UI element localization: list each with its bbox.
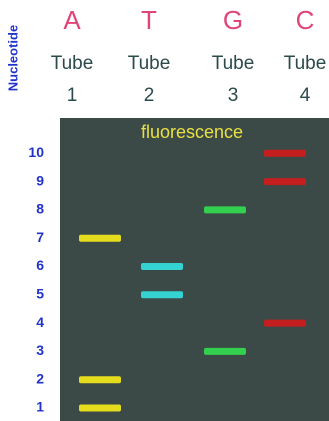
tube-number: 3 xyxy=(228,85,239,106)
row-label: 10 xyxy=(28,144,44,160)
base-letter: A xyxy=(63,5,81,35)
band xyxy=(204,206,246,213)
row-label: 1 xyxy=(36,399,44,415)
tube-number: 4 xyxy=(300,85,311,106)
band xyxy=(204,348,246,355)
band xyxy=(79,405,121,412)
axis-label: Nucleotide xyxy=(5,25,20,91)
row-label: 7 xyxy=(36,229,44,245)
tube-number: 1 xyxy=(67,85,78,106)
row-label: 2 xyxy=(36,370,44,386)
tube-label: Tube xyxy=(51,53,94,74)
gel xyxy=(60,118,329,421)
base-letter: T xyxy=(141,5,157,35)
band xyxy=(264,178,306,185)
tube-number: 2 xyxy=(144,85,155,106)
band xyxy=(141,263,183,270)
row-label: 8 xyxy=(36,201,44,217)
band xyxy=(264,320,306,327)
row-label: 9 xyxy=(36,172,44,188)
row-label: 5 xyxy=(36,286,44,302)
band xyxy=(79,235,121,242)
tube-label: Tube xyxy=(212,53,255,74)
tube-label: Tube xyxy=(128,53,171,74)
row-label: 4 xyxy=(36,314,44,330)
row-label: 3 xyxy=(36,342,44,358)
band xyxy=(264,150,306,157)
tube-label: Tube xyxy=(284,53,327,74)
band xyxy=(79,376,121,383)
diagram: Nucleotide fluorescence 1 2 3 4 5 6 7 8 9 10 A Tube… xyxy=(0,0,329,421)
band xyxy=(141,291,183,298)
base-letter: C xyxy=(296,5,315,35)
row-label: 6 xyxy=(36,257,44,273)
gel-title: fluorescence xyxy=(141,122,243,142)
base-letter: G xyxy=(223,5,243,35)
